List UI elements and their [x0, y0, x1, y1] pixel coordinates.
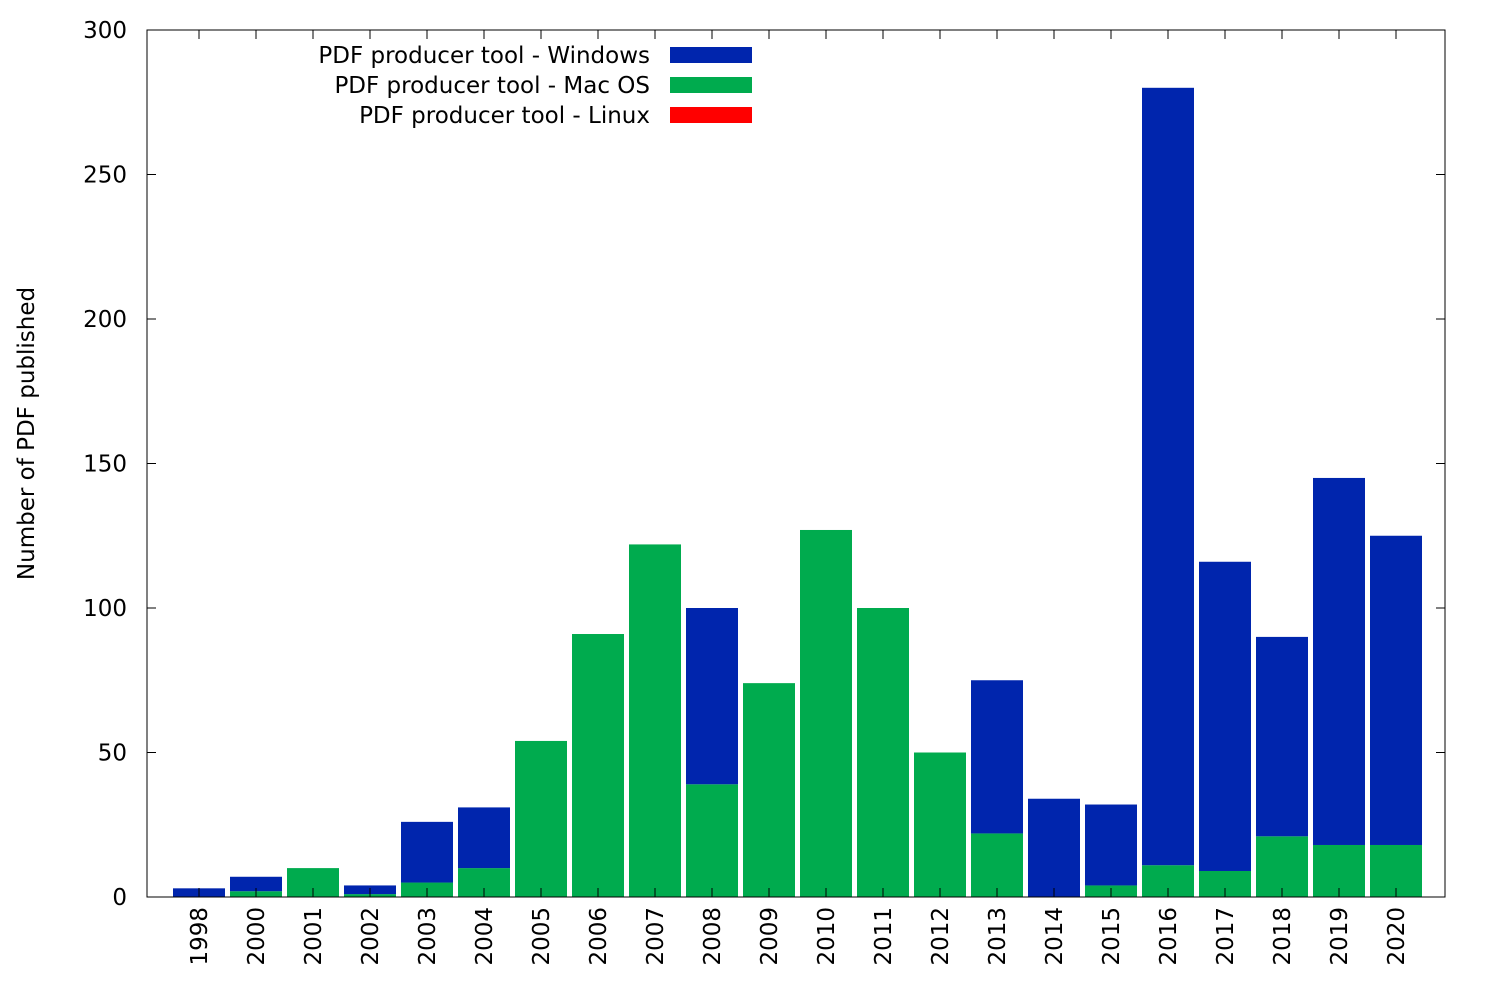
legend-label: PDF producer tool - Linux [359, 103, 650, 129]
x-tick-label: 2020 [1384, 907, 1410, 966]
bar-mac-os-2010 [800, 529, 852, 897]
bar-windows-2020 [1370, 535, 1422, 845]
legend-swatch [670, 47, 752, 63]
bar-windows-2003 [401, 821, 453, 883]
x-tick-label: 2017 [1213, 907, 1239, 966]
plot-frame [146, 29, 1446, 898]
legend: PDF producer tool - Windows PDF producer … [318, 43, 752, 129]
bar-mac-os-2018 [1256, 836, 1308, 897]
ticks-layer: 1998 2000 2001 2002 2003 2004 2005 2006 2007 2008… [83, 18, 1445, 966]
x-tick-label: 2019 [1327, 907, 1353, 966]
x-tick-label: 2016 [1156, 907, 1182, 966]
bar-mac-os-2013 [971, 833, 1023, 897]
legend-label: PDF producer tool - Mac OS [334, 73, 650, 99]
bar-mac-os-2005 [515, 740, 567, 897]
y-tick-label: 300 [83, 18, 127, 44]
x-tick-label: 2009 [757, 907, 783, 966]
legend-label: PDF producer tool - Windows [318, 43, 650, 69]
y-tick-label: 100 [83, 596, 127, 622]
y-axis-label: Number of PDF published [14, 287, 40, 580]
x-tick-label: 2000 [244, 907, 270, 966]
x-tick-label: 1998 [187, 907, 213, 966]
x-tick-label: 2010 [814, 907, 840, 966]
bar-mac-os-2006 [572, 634, 624, 897]
x-tick-label: 2014 [1042, 907, 1068, 966]
x-tick-label: 2002 [358, 907, 384, 966]
y-tick-label: 200 [83, 307, 127, 333]
bar-windows-2014 [1028, 798, 1080, 897]
bar-windows-2015 [1085, 804, 1137, 886]
bar-mac-os-2011 [857, 608, 909, 897]
bar-mac-os-2012 [914, 752, 966, 897]
bar-mac-os-2009 [743, 683, 795, 897]
x-tick-label: 2013 [985, 907, 1011, 966]
bar-mac-os-2007 [629, 544, 681, 897]
bar-windows-2019 [1313, 477, 1365, 845]
bar-windows-2018 [1256, 636, 1308, 837]
x-tick-label: 2006 [586, 907, 612, 966]
x-tick-label: 2003 [415, 907, 441, 966]
x-tick-label: 2011 [871, 907, 897, 966]
bar-windows-2017 [1199, 561, 1251, 871]
bar-windows-2004 [458, 807, 510, 869]
bar-windows-2000 [230, 876, 282, 892]
x-tick-label: 2008 [700, 907, 726, 966]
bar-windows-2008 [686, 608, 738, 785]
bar-windows-2013 [971, 680, 1023, 834]
legend-swatch [670, 77, 752, 93]
x-tick-label: 2015 [1099, 907, 1125, 966]
x-tick-label: 2004 [472, 907, 498, 966]
x-tick-label: 2007 [643, 907, 669, 966]
x-tick-label: 2001 [301, 907, 327, 966]
y-tick-label: 150 [83, 452, 127, 478]
x-tick-label: 2018 [1270, 907, 1296, 966]
legend-swatch [670, 107, 752, 123]
bars-layer [173, 87, 1422, 897]
y-tick-label: 250 [83, 163, 127, 189]
bar-windows-2016 [1142, 87, 1194, 866]
bar-mac-os-2008 [686, 784, 738, 897]
y-tick-label: 50 [98, 741, 127, 767]
y-tick-label: 0 [112, 885, 127, 911]
x-tick-label: 2005 [529, 907, 555, 966]
x-tick-label: 2012 [928, 907, 954, 966]
